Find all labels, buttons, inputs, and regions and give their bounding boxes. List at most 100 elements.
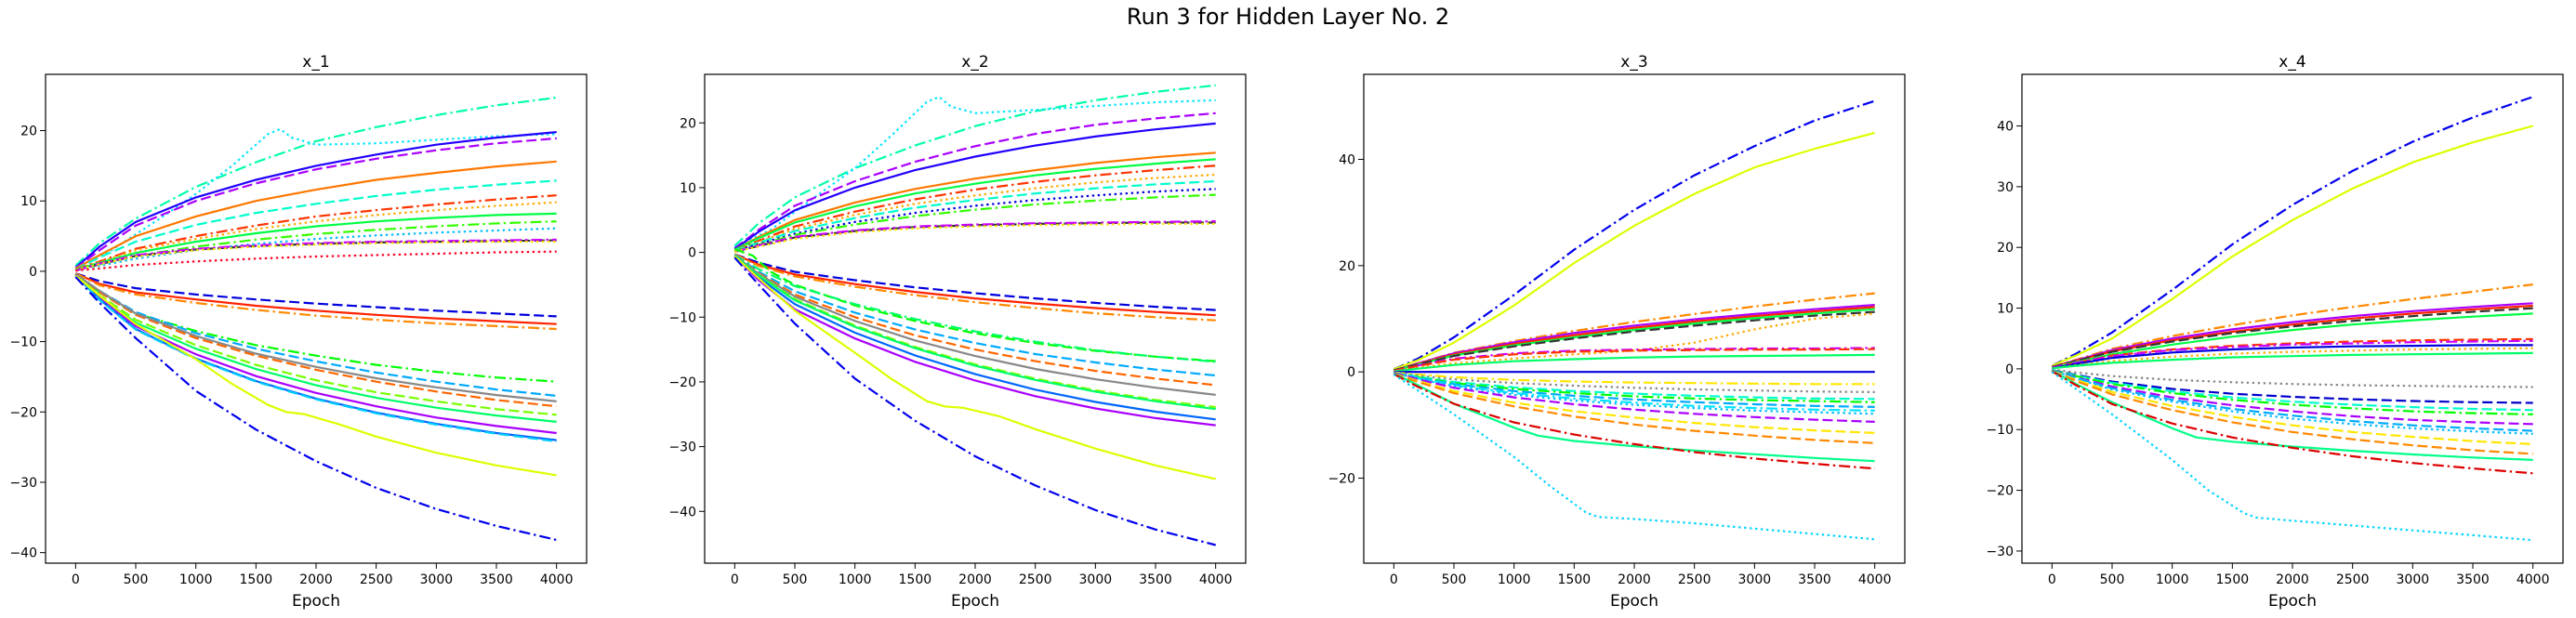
- series-line-19: [2051, 369, 2533, 435]
- series-line-22: [2051, 369, 2533, 461]
- y-tick-label: −10: [9, 335, 37, 350]
- series-line-18: [74, 272, 557, 331]
- series-line-27: [733, 255, 1216, 480]
- series-line-15: [733, 253, 1216, 311]
- series-line-16: [733, 253, 1216, 317]
- series-line-11: [75, 227, 557, 271]
- x-tick-label: 2500: [1019, 572, 1052, 587]
- series-line-24: [2051, 371, 2533, 542]
- series-line-9: [2052, 339, 2533, 369]
- series-line-24: [1393, 373, 1875, 470]
- series-line-1: [74, 96, 557, 267]
- series-line-9: [733, 179, 1216, 252]
- x-tick-label: 1500: [899, 572, 932, 587]
- y-tick-label: 20: [20, 125, 37, 139]
- series-line-14: [2052, 369, 2533, 404]
- x-tick-label: 3000: [420, 572, 454, 587]
- series-line-15: [1394, 372, 1875, 401]
- series-line-20: [1394, 372, 1875, 423]
- series-line-22: [1393, 372, 1875, 444]
- series-line-1: [1393, 99, 1876, 371]
- series-line-4: [733, 122, 1216, 250]
- series-line-20: [733, 254, 1216, 377]
- series-line-1: [2051, 96, 2534, 367]
- series-line-29: [74, 276, 557, 542]
- series-line-24: [733, 255, 1216, 411]
- x-tick-label: 500: [124, 572, 149, 587]
- x-tick-label: 1000: [179, 572, 213, 587]
- series-line-17: [2051, 369, 2533, 426]
- y-tick-label: −40: [668, 505, 696, 519]
- x-tick-label: 2500: [2336, 572, 2370, 587]
- series-line-4: [74, 137, 557, 270]
- series-line-18: [733, 248, 1216, 362]
- y-tick-label: −30: [9, 476, 37, 491]
- series-line-16: [1394, 372, 1875, 403]
- series-group: [733, 84, 1216, 546]
- x-tick-label: 2000: [1618, 572, 1651, 587]
- series-line-13: [2052, 368, 2533, 388]
- x-tick-label: 3500: [2456, 572, 2490, 587]
- series-line-15: [75, 250, 557, 272]
- subplot-title: x_3: [1620, 53, 1647, 72]
- series-line-15: [2052, 369, 2533, 412]
- subplot-3: 0 500 1000 1500 2000 2500 3000 3500 4000 −20 0 20 40…: [1328, 53, 1906, 611]
- series-line-3: [74, 131, 557, 269]
- plot-frame: [704, 73, 1247, 564]
- series-line-11: [1394, 353, 1875, 373]
- series-line-18: [1394, 372, 1875, 412]
- plot-frame: [2021, 73, 2564, 564]
- series-line-6: [1394, 308, 1875, 372]
- x-tick-label: 3500: [1798, 572, 1831, 587]
- y-tick-label: −40: [9, 546, 37, 561]
- y-tick-label: 0: [2005, 362, 2014, 377]
- series-line-26: [74, 274, 557, 441]
- series-line-21: [733, 255, 1216, 387]
- x-tick-label: 3000: [2397, 572, 2430, 587]
- x-tick-label: 2000: [958, 572, 992, 587]
- y-tick-label: 20: [680, 116, 696, 131]
- y-tick-label: −10: [1986, 423, 2014, 438]
- x-tick-label: 0: [2048, 572, 2056, 587]
- series-line-11: [2052, 347, 2533, 370]
- series-group: [74, 96, 557, 542]
- subplot-title: x_1: [302, 53, 329, 72]
- series-line-2: [74, 127, 557, 270]
- x-tick-label: 4000: [1199, 572, 1233, 587]
- x-tick-label: 1000: [1498, 572, 1531, 587]
- x-axis-label: Epoch: [951, 592, 999, 611]
- series-line-6: [2052, 307, 2533, 368]
- y-tick-label: 0: [688, 246, 696, 261]
- series-line-2: [2051, 125, 2533, 367]
- y-tick-label: −30: [668, 440, 696, 455]
- y-tick-label: 10: [680, 181, 696, 196]
- y-tick-label: −20: [668, 375, 696, 390]
- y-tick-label: 30: [1997, 180, 2014, 195]
- x-tick-label: 2000: [2276, 572, 2309, 587]
- x-tick-label: 3500: [1139, 572, 1172, 587]
- x-tick-label: 0: [1390, 572, 1398, 587]
- series-line-6: [74, 179, 557, 270]
- series-line-7: [733, 164, 1216, 252]
- y-tick-label: 20: [1339, 259, 1355, 274]
- x-tick-label: 500: [783, 572, 808, 587]
- series-line-8: [2052, 337, 2533, 369]
- x-tick-label: 3000: [1079, 572, 1113, 587]
- subplot-title: x_2: [961, 53, 988, 72]
- y-tick-label: 0: [29, 265, 37, 280]
- x-axis-label: Epoch: [292, 592, 340, 611]
- x-tick-label: 0: [731, 572, 739, 587]
- series-line-16: [74, 272, 557, 318]
- series-line-10: [75, 220, 557, 271]
- series-line-6: [733, 158, 1216, 251]
- y-tick-label: −30: [1986, 545, 2014, 559]
- series-line-23: [74, 273, 557, 416]
- x-tick-label: 3500: [480, 572, 513, 587]
- series-line-13: [734, 220, 1216, 253]
- y-tick-label: −10: [668, 310, 696, 325]
- subplot-4: 0 500 1000 1500 2000 2500 3000 3500 4000 −30 −20 −1…: [1986, 53, 2564, 611]
- series-line-23: [2051, 370, 2533, 475]
- x-axis-label: Epoch: [1610, 592, 1658, 611]
- series-line-7: [2052, 312, 2533, 369]
